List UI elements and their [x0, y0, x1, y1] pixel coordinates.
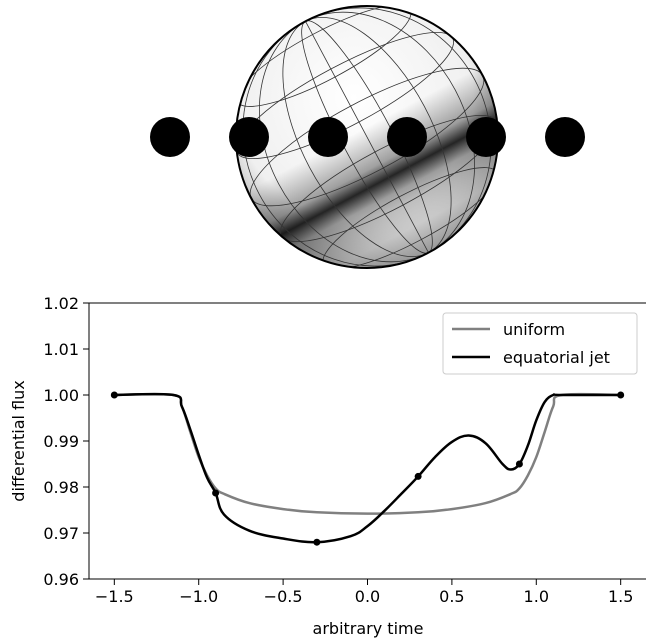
data-point	[515, 460, 523, 468]
x-tick-label: −1.0	[179, 587, 218, 606]
x-axis-label: arbitrary time	[313, 619, 424, 638]
chart: −1.5 −1.0 −0.5 0.0 0.5 1.0 1.5 0.960.970.980.9…	[9, 294, 646, 638]
legend: uniform equatorial jet	[442, 312, 638, 375]
transit-dot	[387, 117, 427, 157]
data-point	[212, 489, 220, 497]
y-tick-label: 1.00	[43, 386, 79, 405]
y-ticks: 0.96 0.97 0.98 0.99 1.00 1.01 1.02	[43, 294, 89, 589]
y-tick-label: 0.99	[43, 432, 79, 451]
data-point	[110, 391, 118, 399]
series-line-equatorial-jet	[114, 392, 621, 544]
transit-dot	[150, 117, 190, 157]
x-tick-label: 1.5	[608, 587, 633, 606]
series-layer	[114, 392, 621, 544]
legend-box	[442, 312, 638, 375]
data-point	[617, 391, 625, 399]
x-tick-label: 0.5	[439, 587, 464, 606]
x-tick-label: −0.5	[264, 587, 303, 606]
transit-dot	[545, 117, 585, 157]
y-tick-label: 0.97	[43, 524, 79, 543]
x-tick-label: 1.0	[524, 587, 549, 606]
y-tick-label: 0.98	[43, 478, 79, 497]
y-tick-label: 1.01	[43, 340, 79, 359]
data-point	[313, 538, 321, 546]
transit-dot	[466, 117, 506, 157]
y-axis-label: differential flux	[9, 380, 28, 501]
marker-layer	[110, 391, 625, 546]
legend-label-uniform: uniform	[503, 320, 565, 339]
legend-label-equatorial-jet: equatorial jet	[503, 348, 610, 367]
data-point	[414, 472, 422, 480]
y-tick-label: 1.02	[43, 294, 79, 313]
transit-dot	[308, 117, 348, 157]
x-tick-label: 0.0	[355, 587, 380, 606]
series-line-uniform	[114, 392, 621, 515]
transit-dot	[229, 117, 269, 157]
planet-illustration	[150, 5, 585, 269]
x-ticks: −1.5 −1.0 −0.5 0.0 0.5 1.0 1.5	[95, 579, 633, 606]
equatorial-band	[236, 47, 498, 268]
y-tick-label: 0.96	[43, 570, 79, 589]
x-tick-label: −1.5	[95, 587, 134, 606]
